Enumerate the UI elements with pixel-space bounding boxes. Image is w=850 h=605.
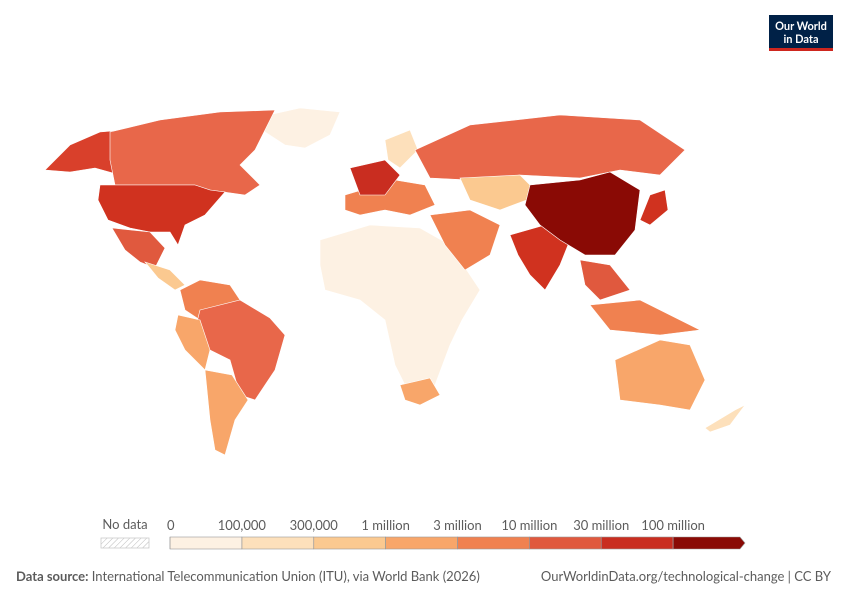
legend-no-data-swatch[interactable]	[100, 537, 150, 549]
legend-tick-label: 3 million	[433, 517, 482, 533]
country[interactable]	[589, 299, 702, 336]
legend: No data 0 100,000 300,000 1 million 3 millio…	[100, 516, 746, 550]
legend-tick-label: 10 million	[501, 517, 557, 533]
legend-bin	[672, 536, 746, 550]
legend-bin	[385, 536, 458, 550]
country[interactable]	[144, 261, 186, 291]
legend-tick-label: 100,000	[218, 517, 267, 533]
logo-box	[769, 15, 833, 48]
country[interactable]	[109, 109, 276, 196]
logo-text: in Data	[783, 33, 818, 46]
country[interactable]	[111, 227, 166, 269]
logo-text: Our World	[775, 20, 827, 33]
country[interactable]	[579, 259, 631, 301]
legend-tick-label: 100 million	[641, 517, 705, 533]
country[interactable]	[204, 369, 249, 456]
country[interactable]	[319, 224, 481, 396]
logo-underline	[769, 48, 833, 51]
country[interactable]	[349, 159, 401, 196]
legend-bin	[313, 536, 386, 550]
legend-bin	[529, 536, 602, 550]
legend-bin	[241, 536, 315, 550]
legend-bin	[169, 536, 243, 550]
country[interactable]	[704, 404, 746, 433]
legend-tick-label: 300,000	[290, 517, 339, 533]
legend-tick-label: 0	[167, 517, 175, 533]
country[interactable]	[614, 339, 706, 411]
source-label: Data source:	[16, 568, 88, 584]
country[interactable]	[97, 184, 226, 246]
country[interactable]	[414, 114, 686, 181]
legend-bin	[600, 536, 674, 550]
country[interactable]	[384, 129, 419, 169]
country[interactable]	[429, 209, 501, 271]
country[interactable]	[459, 174, 541, 211]
footer-url[interactable]: OurWorldinData.org/technological-change …	[541, 568, 832, 584]
country[interactable]	[254, 107, 341, 149]
legend-no-data-label: No data	[102, 516, 147, 532]
country[interactable]	[639, 189, 669, 226]
legend-bin	[457, 536, 530, 550]
logo[interactable]: Our World in Data	[769, 15, 833, 51]
country[interactable]	[524, 171, 641, 256]
legend-tick-label: 30 million	[573, 517, 629, 533]
legend-tick-label: 1 million	[361, 517, 410, 533]
country[interactable]	[399, 377, 441, 406]
footer-source: Data source: International Telecommunica…	[16, 568, 480, 584]
world-map	[44, 107, 746, 456]
source-text: International Telecommunication Union (I…	[92, 568, 480, 584]
